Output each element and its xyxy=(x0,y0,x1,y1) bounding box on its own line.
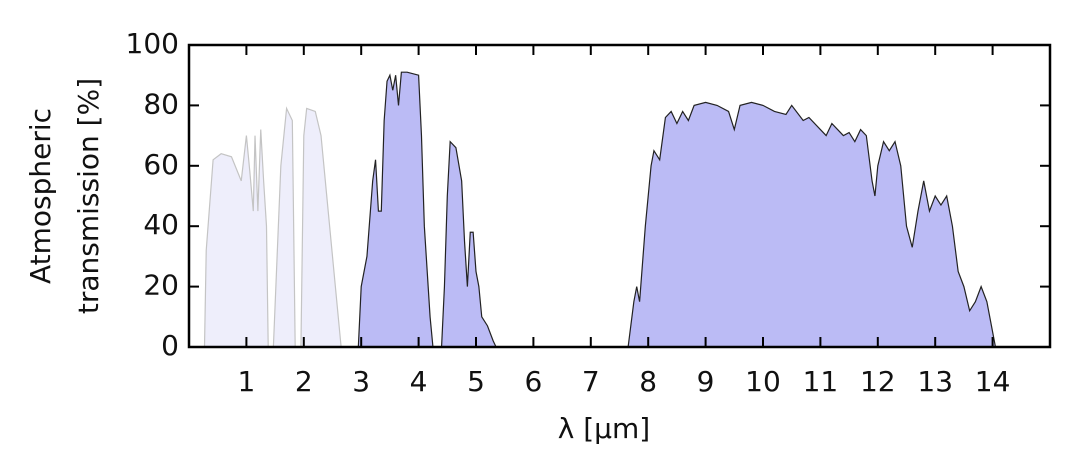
area xyxy=(203,106,342,348)
y-axis-label: transmission [%] xyxy=(72,78,105,314)
x-tick-label: 3 xyxy=(352,365,370,398)
y-tick-label: 40 xyxy=(143,208,179,241)
x-tick-label: 9 xyxy=(697,365,715,398)
plot-frame xyxy=(187,43,1052,349)
area xyxy=(357,71,997,348)
y-tick-label: 80 xyxy=(143,87,179,120)
x-tick-label: 8 xyxy=(639,365,657,398)
x-tick-label: 5 xyxy=(467,365,485,398)
x-tick-label: 11 xyxy=(803,365,839,398)
x-tick-label: 1 xyxy=(237,365,255,398)
y-axis-label: Atmospheric xyxy=(24,108,57,284)
y-tick-label: 0 xyxy=(161,329,179,362)
x-axis-label: λ [µm] xyxy=(558,412,650,445)
x-tick-label: 2 xyxy=(295,365,313,398)
y-tick-label: 100 xyxy=(126,27,179,60)
y-tick-label: 20 xyxy=(143,269,179,302)
x-tick-label: 13 xyxy=(917,365,953,398)
x-tick-label: 14 xyxy=(975,365,1011,398)
x-tick-label: 10 xyxy=(745,365,781,398)
x-tick-label: 12 xyxy=(860,365,896,398)
x-tick-label: 4 xyxy=(410,365,428,398)
x-tick-label: 6 xyxy=(524,365,542,398)
x-tick-label: 7 xyxy=(582,365,600,398)
y-tick-label: 60 xyxy=(143,148,179,181)
